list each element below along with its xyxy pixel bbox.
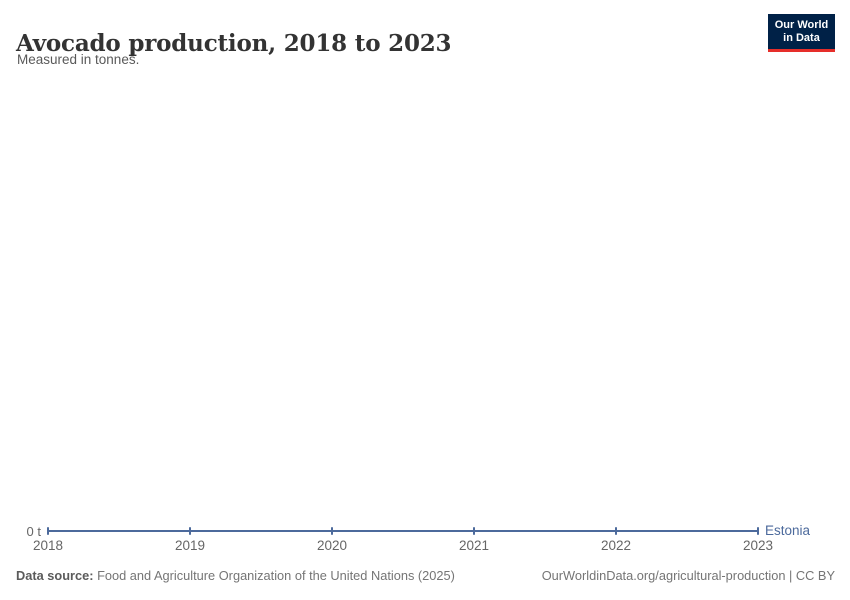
data-source-note: Data source: Food and Agriculture Organi… (16, 568, 455, 583)
owid-logo-line1: Our World (774, 18, 829, 31)
data-point-marker (331, 527, 333, 535)
x-axis: 2018 2019 2020 2021 2022 2023 0 t Estoni… (27, 523, 811, 556)
chart-subtitle: Measured in tonnes. (17, 52, 140, 67)
data-point-marker (47, 527, 49, 535)
x-tick-label: 2023 (742, 538, 774, 553)
x-tick-label: 2019 (174, 538, 206, 553)
x-tick-label: 2020 (316, 538, 348, 553)
owid-url-license[interactable]: OurWorldinData.org/agricultural-producti… (541, 568, 835, 583)
estonia-series-line (48, 530, 758, 532)
data-point-marker (189, 527, 191, 535)
chart-title: Avocado production, 2018 to 2023 (16, 30, 452, 58)
series-label-estonia[interactable]: Estonia (765, 523, 811, 538)
x-tick-label: 2021 (458, 538, 490, 553)
data-point-marker (757, 527, 759, 535)
data-point-marker (615, 527, 617, 535)
y-axis-zero-label: 0 t (26, 524, 41, 539)
owid-logo-line2: in Data (783, 31, 820, 44)
data-source-label: Data source: (16, 568, 94, 583)
data-point-marker (473, 527, 475, 535)
owid-logo: Our World in Data (768, 14, 835, 52)
data-source-text: Food and Agriculture Organization of the… (93, 568, 455, 583)
x-tick-label: 2018 (32, 538, 64, 553)
x-tick-label: 2022 (600, 538, 632, 553)
chart-footer: Data source: Food and Agriculture Organi… (16, 568, 835, 583)
